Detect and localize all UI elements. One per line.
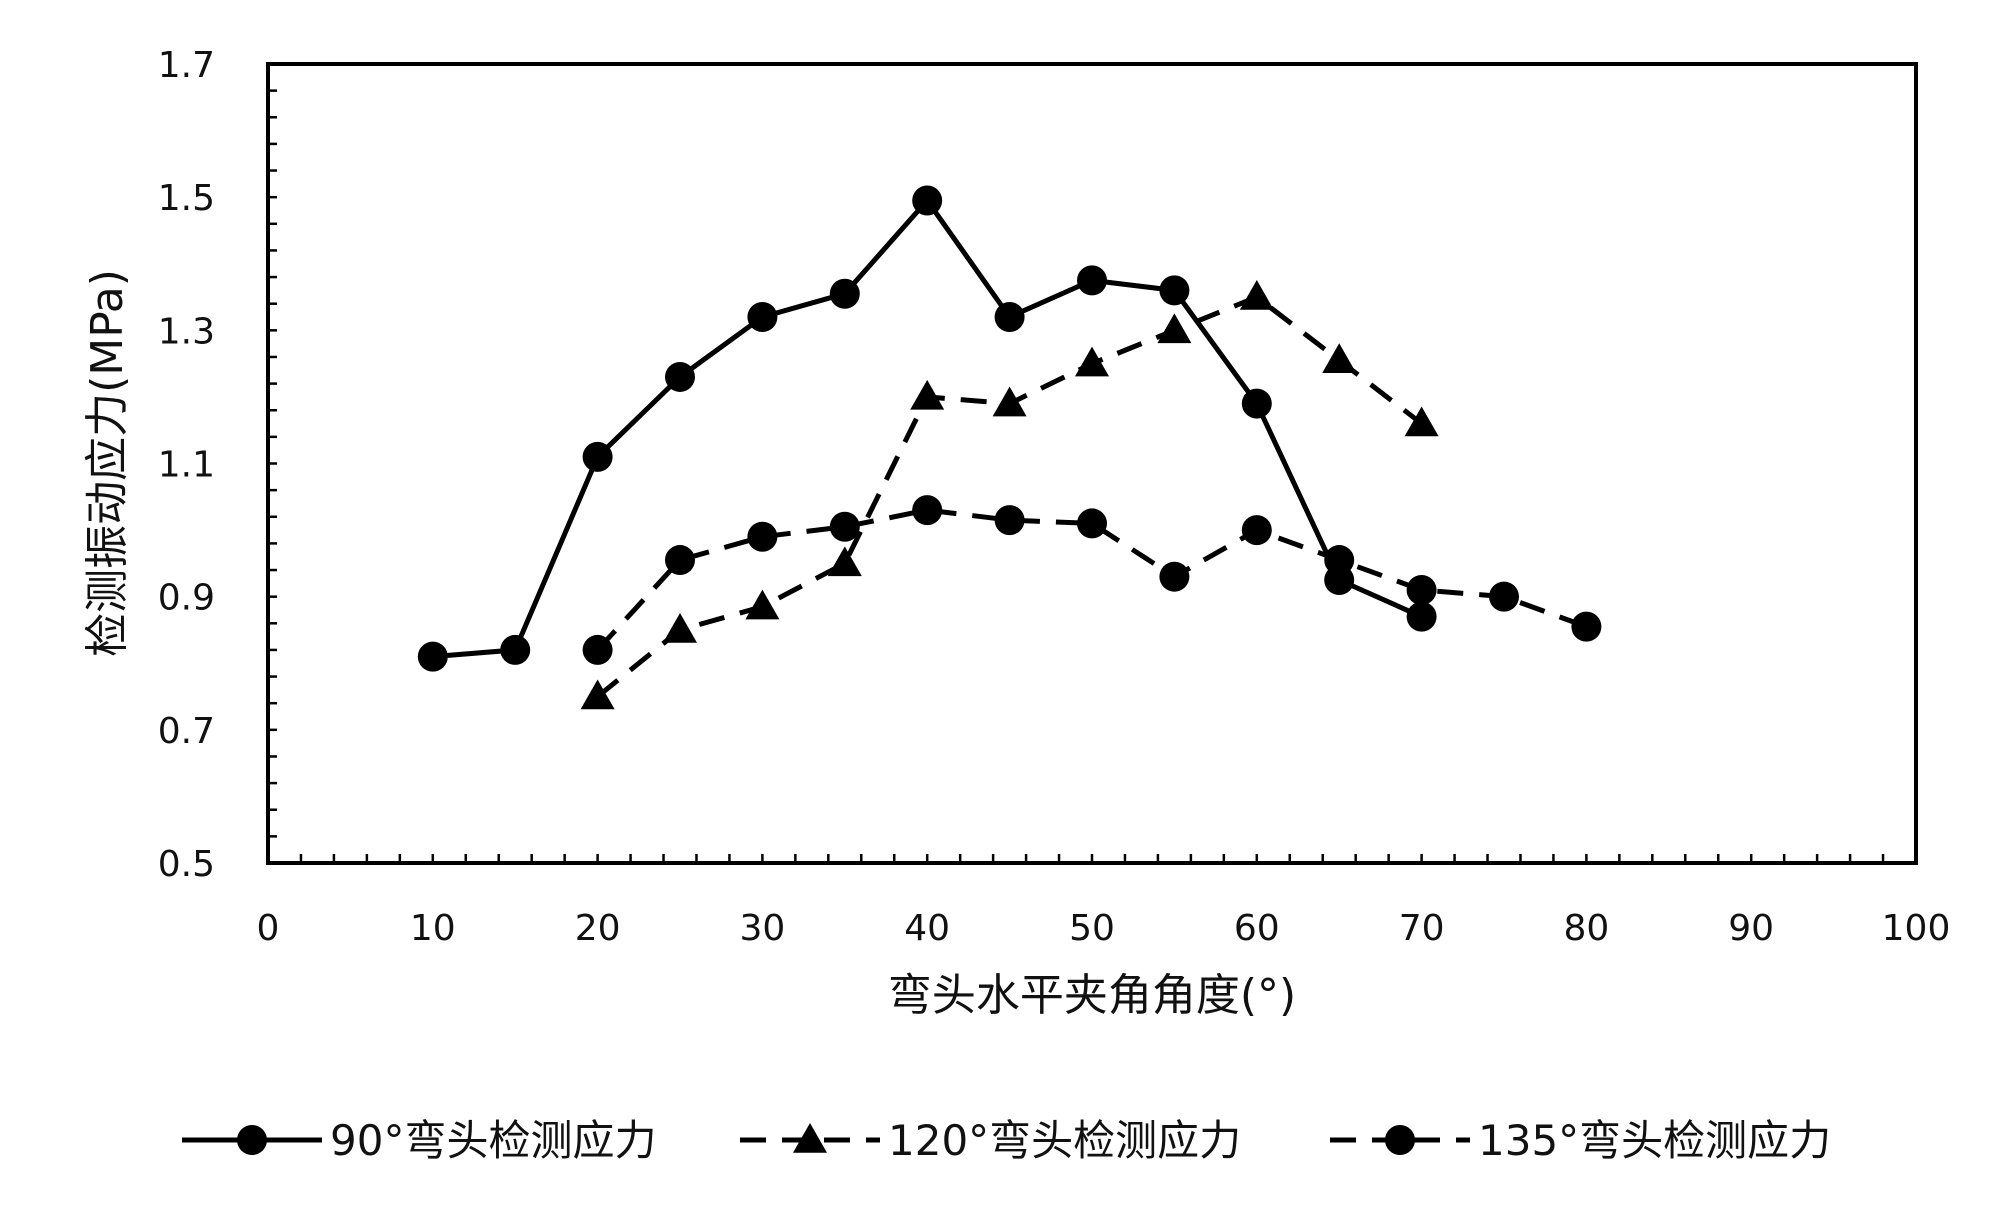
data-point (663, 612, 697, 643)
legend-item-2: 120°弯头检测应力 (740, 1116, 1241, 1165)
y-tick-label: 1.1 (158, 445, 215, 486)
x-tick-label: 10 (410, 908, 456, 949)
data-point (1075, 346, 1109, 377)
legend-marker (793, 1123, 827, 1153)
legend: 90°弯头检测应力 120°弯头检测应力 135°弯头检测应力 (182, 1116, 1831, 1165)
y-tick-label: 1.5 (158, 178, 215, 219)
y-axis-title: 检测振动应力(MPa) (82, 269, 133, 657)
y-tick-label: 0.7 (158, 711, 215, 752)
data-point (1571, 611, 1602, 642)
x-tick-label: 80 (1563, 908, 1609, 949)
data-point (747, 302, 778, 333)
data-point (582, 441, 613, 472)
legend-label: 120°弯头检测应力 (888, 1116, 1241, 1165)
data-point (745, 589, 780, 620)
data-point (829, 511, 860, 542)
legend-marker (1385, 1125, 1415, 1155)
y-tick-label: 0.5 (158, 844, 215, 885)
data-point (912, 495, 943, 526)
x-tick-label: 50 (1069, 908, 1115, 949)
x-tick-label: 90 (1728, 908, 1774, 949)
data-point (1241, 388, 1272, 419)
data-point (1406, 575, 1437, 606)
data-point (665, 361, 695, 392)
x-tick-labels: 0 10 20 30 40 50 60 70 80 90 100 (257, 908, 1951, 949)
plot-frame (266, 62, 1918, 865)
x-tick-label: 30 (739, 908, 785, 949)
data-point (1239, 280, 1274, 310)
data-point (912, 185, 943, 216)
series-1 (417, 185, 1437, 672)
series-layer (417, 185, 1602, 710)
series-line (432, 197, 1423, 660)
legend-item-1: 90°弯头检测应力 (182, 1116, 656, 1165)
legend-label: 135°弯头检测应力 (1478, 1116, 1831, 1165)
legend-label: 90°弯头检测应力 (330, 1116, 656, 1165)
data-point (580, 679, 615, 710)
data-point (992, 386, 1027, 417)
data-point (1406, 601, 1437, 632)
data-point (829, 278, 860, 309)
data-point (1322, 343, 1357, 374)
minor-ticks (268, 89, 1885, 863)
data-point (417, 641, 448, 672)
data-point (1159, 275, 1190, 306)
data-point (1404, 406, 1439, 437)
data-point (747, 521, 778, 552)
data-point (910, 379, 945, 410)
legend-marker (237, 1125, 267, 1155)
y-tick-labels: 0.5 0.7 0.9 1.1 1.3 1.5 1.7 (158, 45, 215, 885)
data-point (1077, 265, 1107, 296)
data-point (500, 634, 531, 665)
data-point (1489, 581, 1519, 612)
legend-item-3: 135°弯头检测应力 (1330, 1116, 1831, 1165)
data-point (1077, 508, 1107, 539)
data-point (1159, 561, 1190, 592)
x-tick-label: 0 (257, 908, 280, 949)
x-tick-label: 20 (575, 908, 621, 949)
x-axis-title: 弯头水平夹角角度(°) (888, 970, 1296, 1021)
data-point (994, 302, 1025, 333)
data-point (1241, 515, 1272, 546)
y-tick-label: 1.3 (158, 311, 215, 352)
x-tick-label: 100 (1882, 908, 1951, 949)
data-point (582, 634, 613, 665)
data-point (827, 546, 862, 577)
data-point (665, 545, 695, 576)
x-tick-label: 60 (1234, 908, 1280, 949)
y-tick-label: 1.7 (158, 45, 215, 86)
x-tick-label: 40 (904, 908, 950, 949)
x-tick-label: 70 (1399, 908, 1445, 949)
series-3 (582, 495, 1602, 665)
data-point (994, 505, 1025, 536)
data-point (1324, 545, 1355, 576)
y-tick-label: 0.9 (158, 578, 215, 619)
data-point (1157, 313, 1192, 344)
series-2 (580, 280, 1439, 710)
